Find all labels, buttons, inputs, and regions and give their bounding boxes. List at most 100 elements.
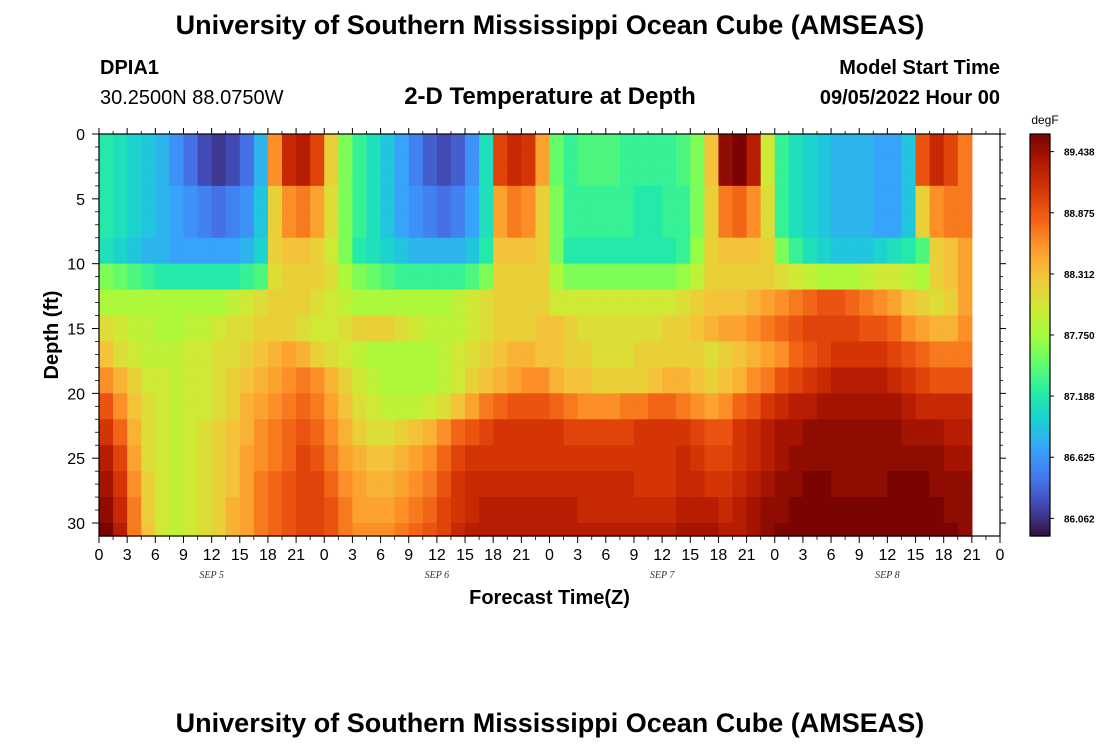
heatmap-cell bbox=[591, 198, 607, 213]
heatmap-cell bbox=[549, 289, 565, 304]
heatmap-cell bbox=[788, 250, 804, 265]
heatmap-cell bbox=[563, 406, 579, 420]
colorbar-segment bbox=[1030, 294, 1050, 299]
heatmap-cell bbox=[788, 523, 804, 537]
heatmap-cell bbox=[957, 419, 973, 433]
heatmap-cell bbox=[591, 445, 607, 459]
heatmap-cell bbox=[648, 328, 663, 343]
heatmap-cell bbox=[690, 302, 705, 317]
heatmap-cell bbox=[732, 328, 748, 343]
heatmap-cell bbox=[493, 367, 508, 381]
heatmap-cell bbox=[915, 172, 931, 187]
heatmap-cell bbox=[873, 263, 888, 278]
heatmap-cell bbox=[535, 445, 551, 459]
heatmap-cell bbox=[676, 354, 691, 369]
heatmap-cell bbox=[563, 211, 579, 226]
heatmap-cell bbox=[380, 471, 396, 485]
colorbar-segment bbox=[1030, 445, 1050, 450]
heatmap-cell bbox=[169, 224, 185, 239]
heatmap-cell bbox=[183, 380, 199, 394]
heatmap-cell bbox=[718, 510, 734, 524]
heatmap-cell bbox=[816, 224, 832, 239]
colorbar-segment bbox=[1030, 190, 1050, 195]
heatmap-cell bbox=[239, 172, 255, 187]
heatmap-cell bbox=[338, 497, 354, 511]
heatmap-cell bbox=[211, 185, 227, 200]
heatmap-cell bbox=[605, 211, 621, 226]
heatmap-cell bbox=[535, 367, 551, 381]
heatmap-cell bbox=[774, 250, 790, 265]
heatmap-cell bbox=[225, 367, 241, 381]
heatmap-cell bbox=[366, 302, 382, 317]
heatmap-cell bbox=[479, 211, 494, 226]
heatmap-cell bbox=[605, 354, 621, 369]
heatmap-cell bbox=[732, 354, 748, 369]
heatmap-cell bbox=[943, 224, 959, 239]
heatmap-cell bbox=[577, 497, 593, 511]
heatmap-cell bbox=[591, 237, 607, 252]
x-axis: 0 3 6 9 12 15 18 21 0 3 6 9 12 15 18 21 0 3 6 9 12 15 18 21 0 3 6 9… bbox=[95, 128, 1005, 581]
heatmap-cell bbox=[169, 289, 185, 304]
heatmap-cell bbox=[676, 224, 691, 239]
heatmap-cell bbox=[394, 289, 410, 304]
heatmap-cell bbox=[310, 432, 325, 446]
heatmap-cell bbox=[619, 406, 635, 420]
x-tick-label: 12 bbox=[653, 547, 671, 564]
heatmap-cell bbox=[690, 172, 705, 187]
colorbar-segment bbox=[1030, 351, 1050, 356]
heatmap-cell bbox=[788, 367, 804, 381]
heatmap-cell bbox=[957, 159, 973, 174]
heatmap-cell bbox=[113, 159, 128, 174]
heatmap-cell bbox=[408, 198, 424, 213]
heatmap-cell bbox=[648, 134, 663, 148]
heatmap-cell bbox=[662, 510, 677, 524]
heatmap-cell bbox=[859, 315, 874, 330]
x-tick-label: 12 bbox=[203, 547, 221, 564]
heatmap-cell bbox=[633, 354, 649, 369]
heatmap-cell bbox=[549, 484, 565, 498]
heatmap-cell bbox=[465, 380, 480, 394]
heatmap-cell bbox=[155, 289, 170, 304]
heatmap-cell bbox=[873, 146, 888, 161]
heatmap-cell bbox=[901, 276, 917, 291]
heatmap-cell bbox=[155, 510, 170, 524]
heatmap-cell bbox=[366, 419, 382, 433]
heatmap-cell bbox=[465, 302, 480, 317]
heatmap-cell bbox=[619, 185, 635, 200]
heatmap-cell bbox=[732, 523, 748, 537]
heatmap-cell bbox=[873, 497, 888, 511]
heatmap-cell bbox=[169, 523, 185, 537]
heatmap-cell bbox=[239, 302, 255, 317]
heatmap-cell bbox=[633, 237, 649, 252]
heatmap-cell bbox=[183, 406, 199, 420]
heatmap-cell bbox=[760, 484, 776, 498]
heatmap-cell bbox=[591, 134, 607, 148]
heatmap-cell bbox=[211, 159, 227, 174]
heatmap-cell bbox=[127, 134, 142, 148]
heatmap-cell bbox=[450, 276, 466, 291]
heatmap-cell bbox=[816, 393, 832, 407]
heatmap-cell bbox=[915, 134, 931, 148]
heatmap-cell bbox=[267, 354, 283, 369]
heatmap-cell bbox=[352, 432, 368, 446]
heatmap-cell bbox=[662, 198, 677, 213]
heatmap-cell bbox=[479, 146, 494, 161]
heatmap-cell bbox=[535, 146, 551, 161]
heatmap-cell bbox=[774, 380, 790, 394]
heatmap-cell bbox=[422, 302, 438, 317]
heatmap-cell bbox=[591, 341, 607, 356]
heatmap-cell bbox=[450, 354, 466, 369]
heatmap-cell bbox=[704, 302, 720, 317]
heatmap-cell bbox=[676, 458, 691, 472]
heatmap-cell bbox=[859, 134, 874, 148]
heatmap-cell bbox=[873, 185, 888, 200]
heatmap-cell bbox=[929, 211, 945, 226]
heatmap-cell bbox=[788, 198, 804, 213]
heatmap-cell bbox=[816, 185, 832, 200]
heatmap-cell bbox=[113, 367, 128, 381]
heatmap-cell bbox=[493, 315, 508, 330]
heatmap-cell bbox=[225, 471, 241, 485]
heatmap-cell bbox=[915, 237, 931, 252]
colorbar-segment bbox=[1030, 254, 1050, 259]
heatmap-cell bbox=[788, 276, 804, 291]
